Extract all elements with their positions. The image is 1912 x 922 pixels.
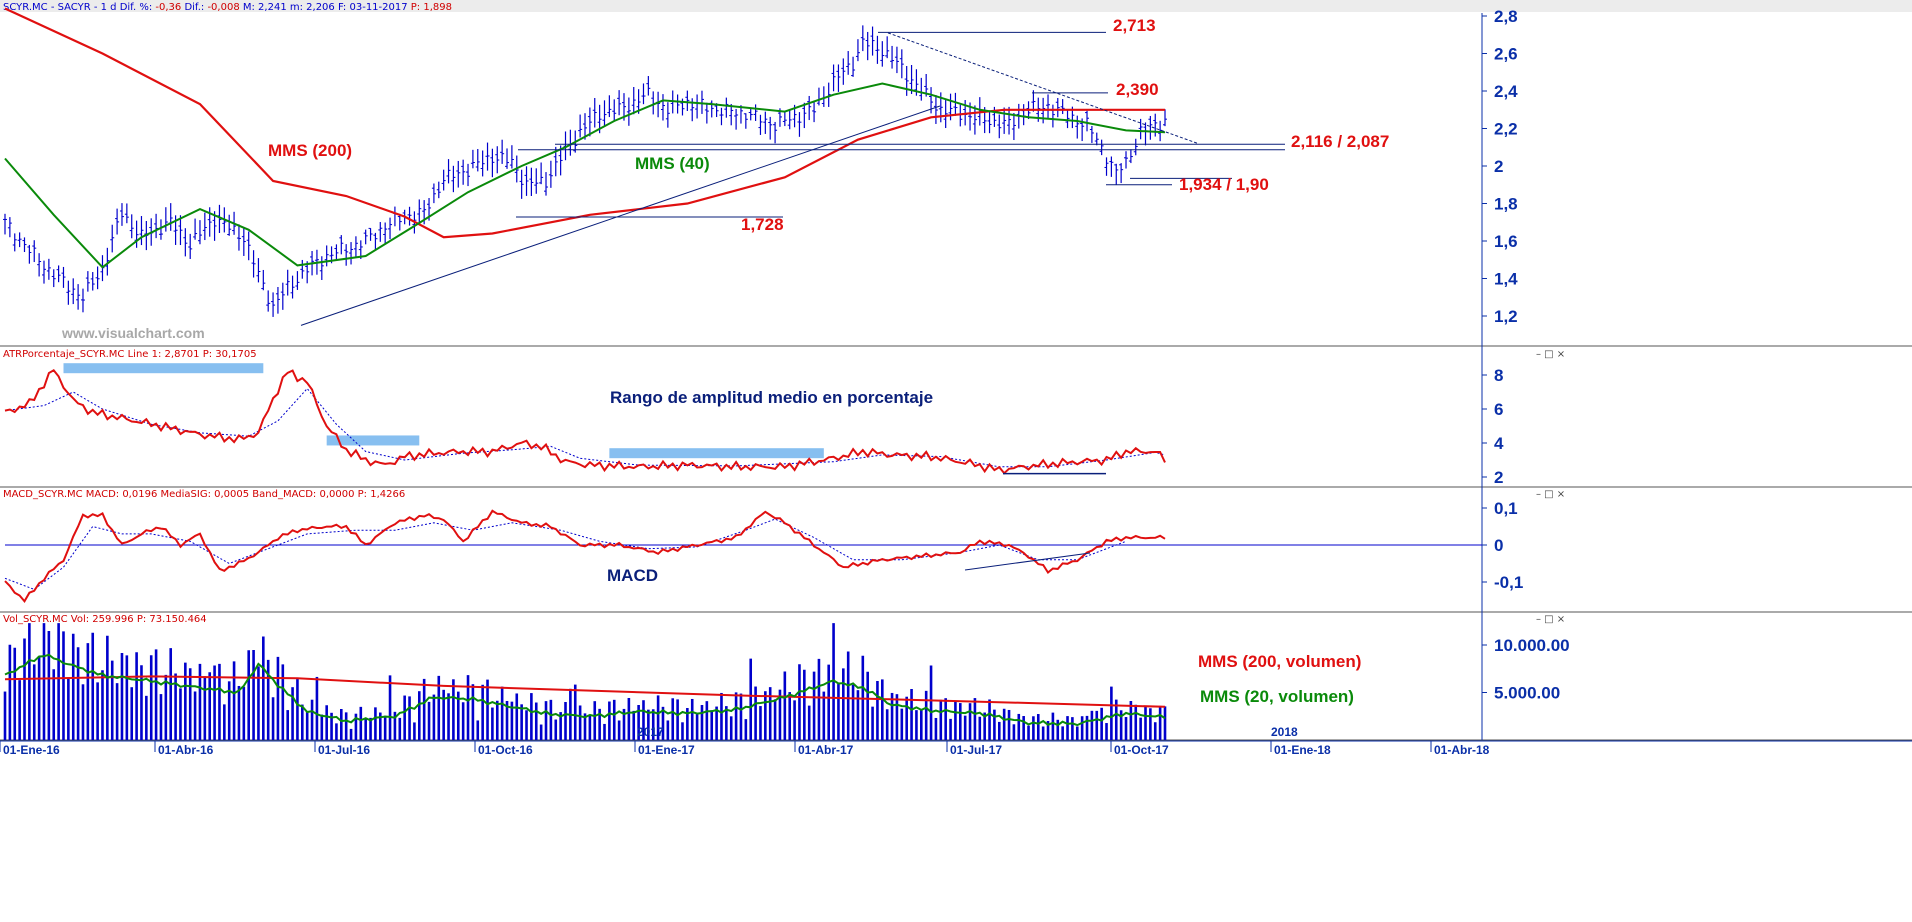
volume-tick-label: 10.000.00 xyxy=(1494,636,1570,655)
price-tick-label: 2,8 xyxy=(1494,7,1518,26)
mms-200-line xyxy=(4,7,1165,239)
price-ohlc-bars xyxy=(3,25,1167,317)
panel-frames xyxy=(0,13,1912,741)
macd-signal-line xyxy=(4,518,1127,590)
macd-divergence-line xyxy=(964,552,1091,571)
price-tick-label: 1,8 xyxy=(1494,195,1518,214)
window-title: SCYR.MC - SACYR - 1 d Dif. %: -0,36 Dif.… xyxy=(3,2,452,13)
macd-tick-label: 0 xyxy=(1494,536,1503,555)
atr-band xyxy=(609,448,824,459)
price-tick-label: 1,6 xyxy=(1494,232,1518,251)
atr-tick-label: 8 xyxy=(1494,366,1503,385)
x-tick-label: 01-Oct-16 xyxy=(478,743,533,757)
vol-mms20-label: MMS (20, volumen) xyxy=(1200,687,1354,706)
atr-line xyxy=(4,369,1166,475)
x-tick-label: 01-Oct-17 xyxy=(1114,743,1169,757)
price-y-axis: 1,2 1,4 1,6 1,8 2 2,2 2,4 2,6 2,8 xyxy=(1482,7,1518,326)
vol-window-buttons[interactable]: – □ × xyxy=(1536,614,1565,625)
level-1728-label: 1,728 xyxy=(741,215,784,234)
title-part-4: -0,008 xyxy=(207,2,239,13)
atr-header: ATRPorcentaje_SCYR.MC Line 1: 2,8701 P: … xyxy=(3,349,257,360)
x-year-label: 2017 xyxy=(637,725,664,739)
x-tick-label: 01-Ene-18 xyxy=(1274,743,1331,757)
price-tick-label: 1,4 xyxy=(1494,270,1518,289)
x-tick-label: 01-Jul-16 xyxy=(318,743,370,757)
title-part-2: -0,36 xyxy=(155,2,181,13)
macd-window-buttons[interactable]: – □ × xyxy=(1536,489,1565,500)
x-tick-label: 01-Abr-17 xyxy=(798,743,854,757)
x-axis: 01-Ene-16 01-Abr-16 01-Jul-16 01-Oct-16 01-E… xyxy=(0,725,1912,757)
atr-band xyxy=(63,363,264,374)
macd-header: MACD_SCYR.MC MACD: 0,0196 MediaSIG: 0,00… xyxy=(3,489,405,500)
atr-highlight-bands xyxy=(63,363,824,459)
volume-mms200-line xyxy=(4,675,1166,708)
atr-panel: ATRPorcentaje_SCYR.MC Line 1: 2,8701 P: … xyxy=(3,349,1504,487)
title-bar xyxy=(0,0,1912,12)
macd-tick-label: -0,1 xyxy=(1494,573,1523,592)
atr-annotation: Rango de amplitud medio en porcentaje xyxy=(610,388,933,407)
level-2713-label: 2,713 xyxy=(1113,16,1156,35)
level-2390-label: 2,390 xyxy=(1116,80,1159,99)
x-tick-label: 01-Jul-17 xyxy=(950,743,1002,757)
title-part-1: SCYR.MC - SACYR - 1 d Dif. %: xyxy=(3,2,155,13)
price-tick-label: 2 xyxy=(1494,157,1503,176)
title-part-3: Dif.: xyxy=(181,2,207,13)
macd-annotation: MACD xyxy=(607,566,658,585)
panel-window-buttons[interactable]: – □ × – □ × – □ × xyxy=(1536,349,1565,625)
price-tick-label: 2,4 xyxy=(1494,82,1518,101)
x-tick-label: 01-Abr-16 xyxy=(158,743,214,757)
atr-band xyxy=(326,435,420,446)
price-tick-label: 1,2 xyxy=(1494,307,1518,326)
support-resistance-lines xyxy=(300,31,1285,326)
vol-mms200-label: MMS (200, volumen) xyxy=(1198,652,1361,671)
volume-tick-label: 5.000.00 xyxy=(1494,684,1560,703)
uptrend-line xyxy=(300,105,941,326)
atr-tick-label: 2 xyxy=(1494,468,1503,487)
volume-mms20-line xyxy=(4,653,1166,727)
atr-window-buttons[interactable]: – □ × xyxy=(1536,349,1565,360)
level-1934-label: 1,934 / 1,90 xyxy=(1179,175,1269,194)
atr-y-axis: 2 4 6 8 xyxy=(1482,366,1504,487)
macd-y-axis: -0,1 0 0,1 xyxy=(1482,499,1523,592)
macd-panel: MACD_SCYR.MC MACD: 0,0196 MediaSIG: 0,00… xyxy=(3,489,1523,604)
mms-40-line xyxy=(4,82,1166,269)
macd-tick-label: 0,1 xyxy=(1494,499,1518,518)
watermark: www.visualchart.com xyxy=(61,325,205,341)
atr-tick-label: 4 xyxy=(1494,434,1504,453)
volume-header: Vol_SCYR.MC Vol: 259.996 P: 73.150.464 xyxy=(3,614,207,625)
price-tick-label: 2,6 xyxy=(1494,45,1518,64)
volume-panel: Vol_SCYR.MC Vol: 259.996 P: 73.150.464 5… xyxy=(3,614,1570,740)
mms200-label: MMS (200) xyxy=(268,141,352,160)
price-tick-label: 2,2 xyxy=(1494,120,1518,139)
title-part-5: M: 2,241 m: 2,206 F: 03-11-2017 xyxy=(240,2,411,13)
volume-bars xyxy=(3,623,1167,740)
title-part-6: P: 1,898 xyxy=(411,2,452,13)
volume-y-axis: 5.000.00 10.000.00 xyxy=(1482,636,1570,703)
atr-signal-line xyxy=(4,387,1166,468)
x-tick-label: 01-Ene-17 xyxy=(638,743,695,757)
x-year-label: 2018 xyxy=(1271,725,1298,739)
x-tick-label: 01-Ene-16 xyxy=(3,743,60,757)
x-tick-label: 01-Abr-18 xyxy=(1434,743,1490,757)
level-2116-label: 2,116 / 2,087 xyxy=(1291,132,1389,151)
macd-line xyxy=(4,509,1166,604)
atr-tick-label: 6 xyxy=(1494,400,1503,419)
price-panel: 1,2 1,4 1,6 1,8 2 2,2 2,4 2,6 2,8 MMS (200) MMS … xyxy=(3,7,1518,341)
mms40-label: MMS (40) xyxy=(635,154,710,173)
